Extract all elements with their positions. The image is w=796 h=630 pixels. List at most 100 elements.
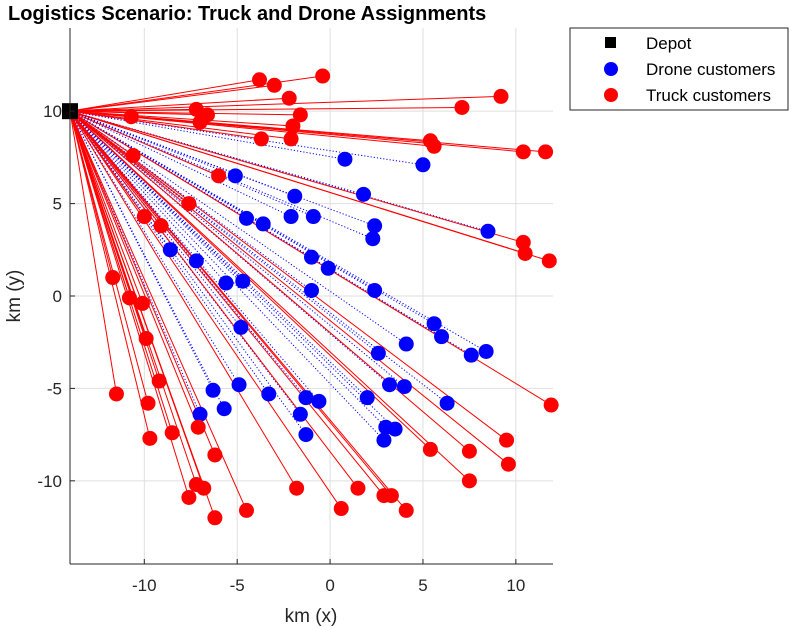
truck-link [69,110,219,177]
legend-truck-label: Truck customers [646,86,771,105]
legend-drone-label: Drone customers [646,60,775,79]
drone-customer-point [255,216,271,232]
drone-link [69,110,307,435]
truck-link [69,110,247,511]
truck-customer-point [151,373,167,389]
drone-customer-point [320,260,336,276]
truck-customer-point [123,109,139,125]
truck-customer-point [398,502,414,518]
x-tick-label: -10 [132,576,157,595]
truck-customer-point [283,131,299,147]
truck-customer-point [181,489,197,505]
truck-link [69,110,407,511]
truck-link [69,110,262,140]
drone-link [69,110,379,354]
drone-customer-point [261,386,277,402]
axes: -10 -5 0 5 10 -10 -5 0 5 10 [37,28,553,595]
truck-link [69,110,293,127]
legend-depot-marker [605,37,616,48]
truck-customer-point [499,432,515,448]
drone-link [69,110,375,291]
truck-link [69,110,342,509]
truck-link [69,110,301,116]
truck-customer-point [121,290,137,306]
truck-link [69,110,470,482]
drone-customer-point [478,343,494,359]
truck-link [69,110,509,465]
truck-customer-point [140,395,156,411]
drone-customer-point [356,186,372,202]
drone-customer-point [298,427,314,443]
drone-customer-point [304,282,319,298]
drone-link [69,110,227,284]
legend: Depot Drone customers Truck customers [569,27,789,111]
drone-customer-point [367,282,383,298]
truck-customer-point [211,168,227,184]
truck-customer-point [461,443,477,459]
y-tick-label: 0 [53,287,62,306]
drone-customer-point [192,406,208,422]
x-axis-label: km (x) [285,606,338,627]
truck-customer-point [136,209,152,225]
legend-drone-marker [604,62,618,76]
plot-area: -10 -5 0 5 10 -10 -5 0 5 10 [37,28,559,595]
legend-truck-marker [604,88,618,102]
drone-customer-point [387,421,403,437]
truck-customer-point [142,430,158,446]
customer-points [105,68,559,526]
drone-customer-point [231,377,247,393]
drone-link [69,110,489,232]
truck-link [69,79,260,112]
truck-customer-point [108,386,124,402]
truck-customer-point [383,488,399,504]
truck-customer-point [105,270,121,286]
truck-customer-point [350,480,366,496]
truck-link [69,110,199,428]
drone-customer-point [304,249,319,265]
drone-link [69,110,292,217]
truck-link [69,110,359,489]
drone-customer-point [337,151,353,167]
truck-link [69,110,546,153]
drone-customer-point [233,319,249,335]
drone-link [69,110,487,352]
drone-customer-point [238,210,254,226]
truck-customer-point [500,456,516,472]
truck-customer-point [281,90,297,106]
drone-customer-point [188,253,204,269]
drone-customer-point [480,223,496,239]
drone-link [69,110,240,385]
truck-customer-point [207,510,223,526]
drone-link [69,110,225,409]
truck-link [69,110,298,489]
truck-customer-point [493,88,509,104]
truck-customer-point [190,419,206,435]
drone-customer-point [439,395,455,411]
drone-link [69,110,301,415]
truck-customer-point [196,480,212,496]
truck-link [69,111,117,395]
truck-customer-point [515,144,531,160]
drone-customer-point [235,273,251,289]
drone-link [69,110,314,217]
drone-customer-point [367,218,383,234]
drone-customer-point [227,168,243,184]
truck-customer-point [333,501,349,517]
drone-customer-point [218,275,234,291]
truck-link [69,110,292,140]
drone-customer-point [370,345,386,361]
truck-customer-point [153,218,169,234]
truck-customer-point [251,72,267,88]
truck-link [69,111,216,518]
truck-link [69,111,149,404]
drone-customer-point [205,382,221,398]
truck-link [69,110,550,262]
truck-customer-point [538,144,554,160]
drone-customer-point [463,347,479,363]
truck-customer-point [134,295,150,311]
drone-customer-point [426,316,442,332]
y-axis-label: km (y) [4,270,25,323]
truck-link [69,110,216,456]
drone-customer-point [292,406,308,422]
